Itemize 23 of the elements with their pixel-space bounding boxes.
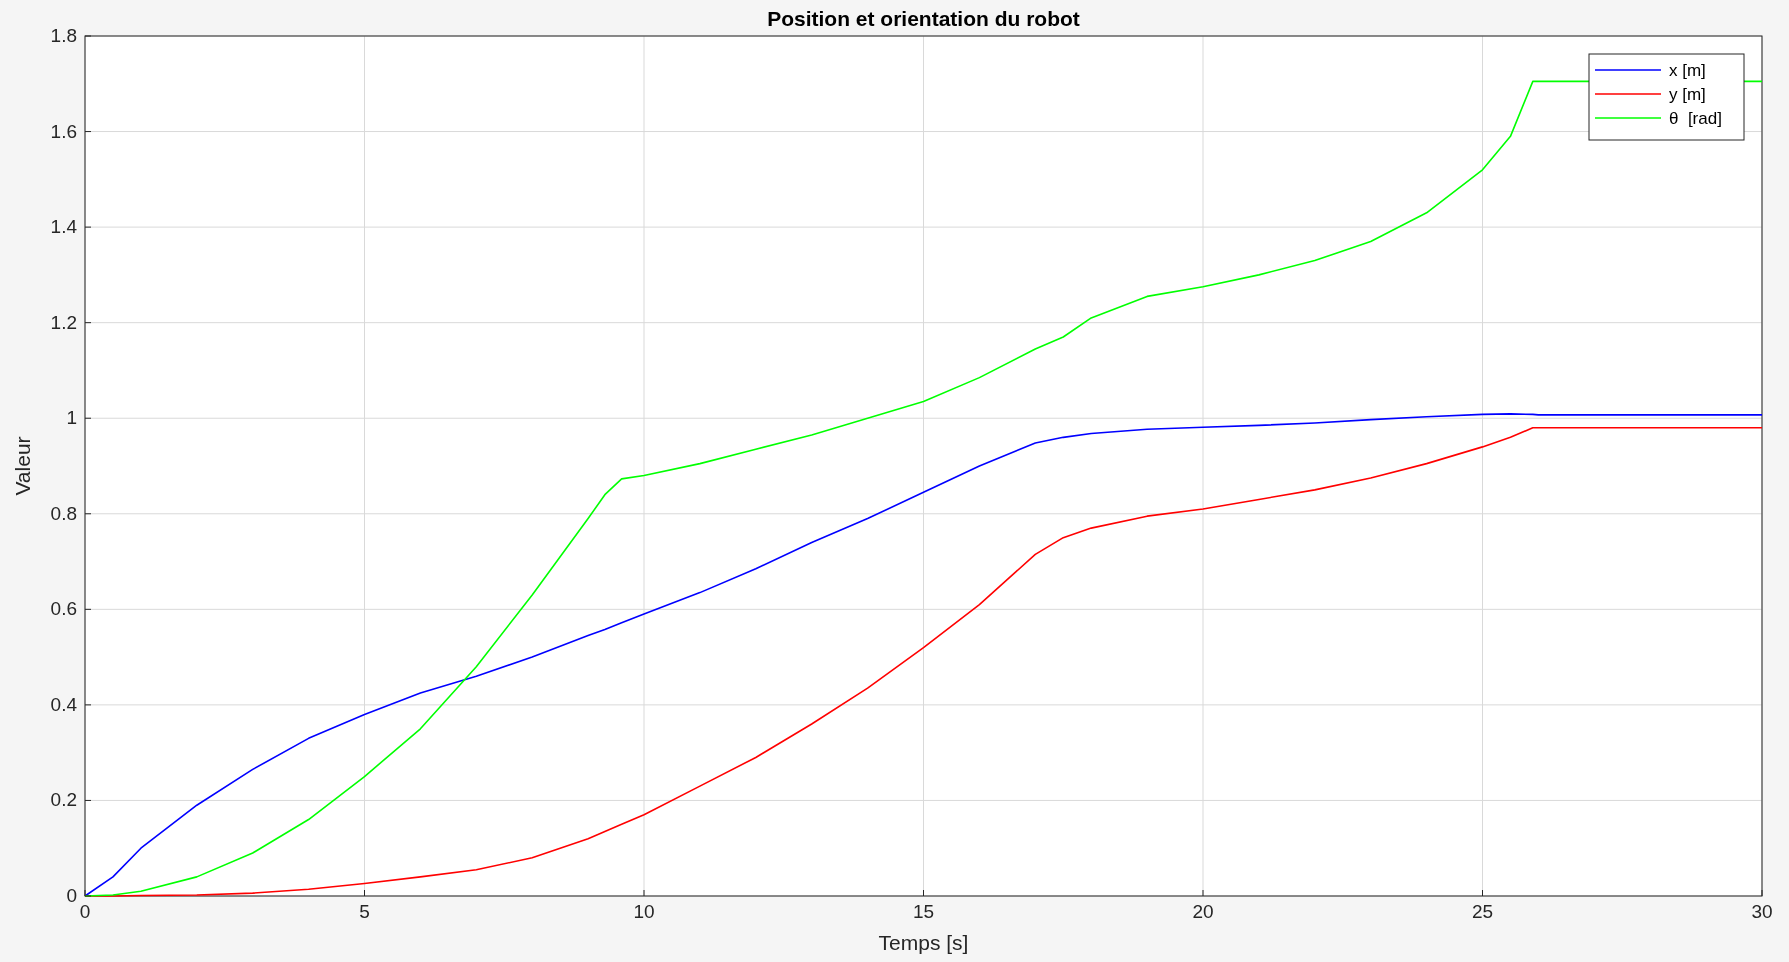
- y-tick-label: 0: [66, 885, 77, 906]
- y-tick-label: 0.6: [50, 598, 77, 620]
- x-tick-label: 25: [1471, 901, 1494, 922]
- y-axis-title: Valeur: [11, 436, 34, 496]
- x-tick-label: 5: [359, 901, 370, 922]
- x-tick-label: 0: [79, 901, 91, 922]
- x-tick-label: 15: [912, 901, 935, 922]
- y-tick-label: 0.8: [50, 502, 77, 524]
- x-tick-label: 30: [1751, 901, 1773, 922]
- y-tick-label: 1.4: [50, 216, 78, 238]
- y-tick-label: 1.6: [50, 120, 77, 142]
- y-tick-label: 1.2: [50, 311, 77, 333]
- legend-label: x [m]: [1669, 61, 1706, 80]
- y-tick-label: 1.8: [50, 25, 77, 46]
- chart-title: Position et orientation du robot: [767, 7, 1080, 30]
- legend-label: y [m]: [1669, 85, 1706, 104]
- y-tick-label: 0.4: [50, 693, 78, 715]
- x-tick-label: 10: [633, 901, 655, 922]
- y-tick-label: 1: [66, 407, 77, 429]
- x-tick-label: 20: [1192, 901, 1214, 922]
- y-tick-label: 0.2: [50, 789, 77, 811]
- x-axis-title: Temps [s]: [878, 931, 969, 954]
- legend-label: θ [rad]: [1669, 109, 1722, 128]
